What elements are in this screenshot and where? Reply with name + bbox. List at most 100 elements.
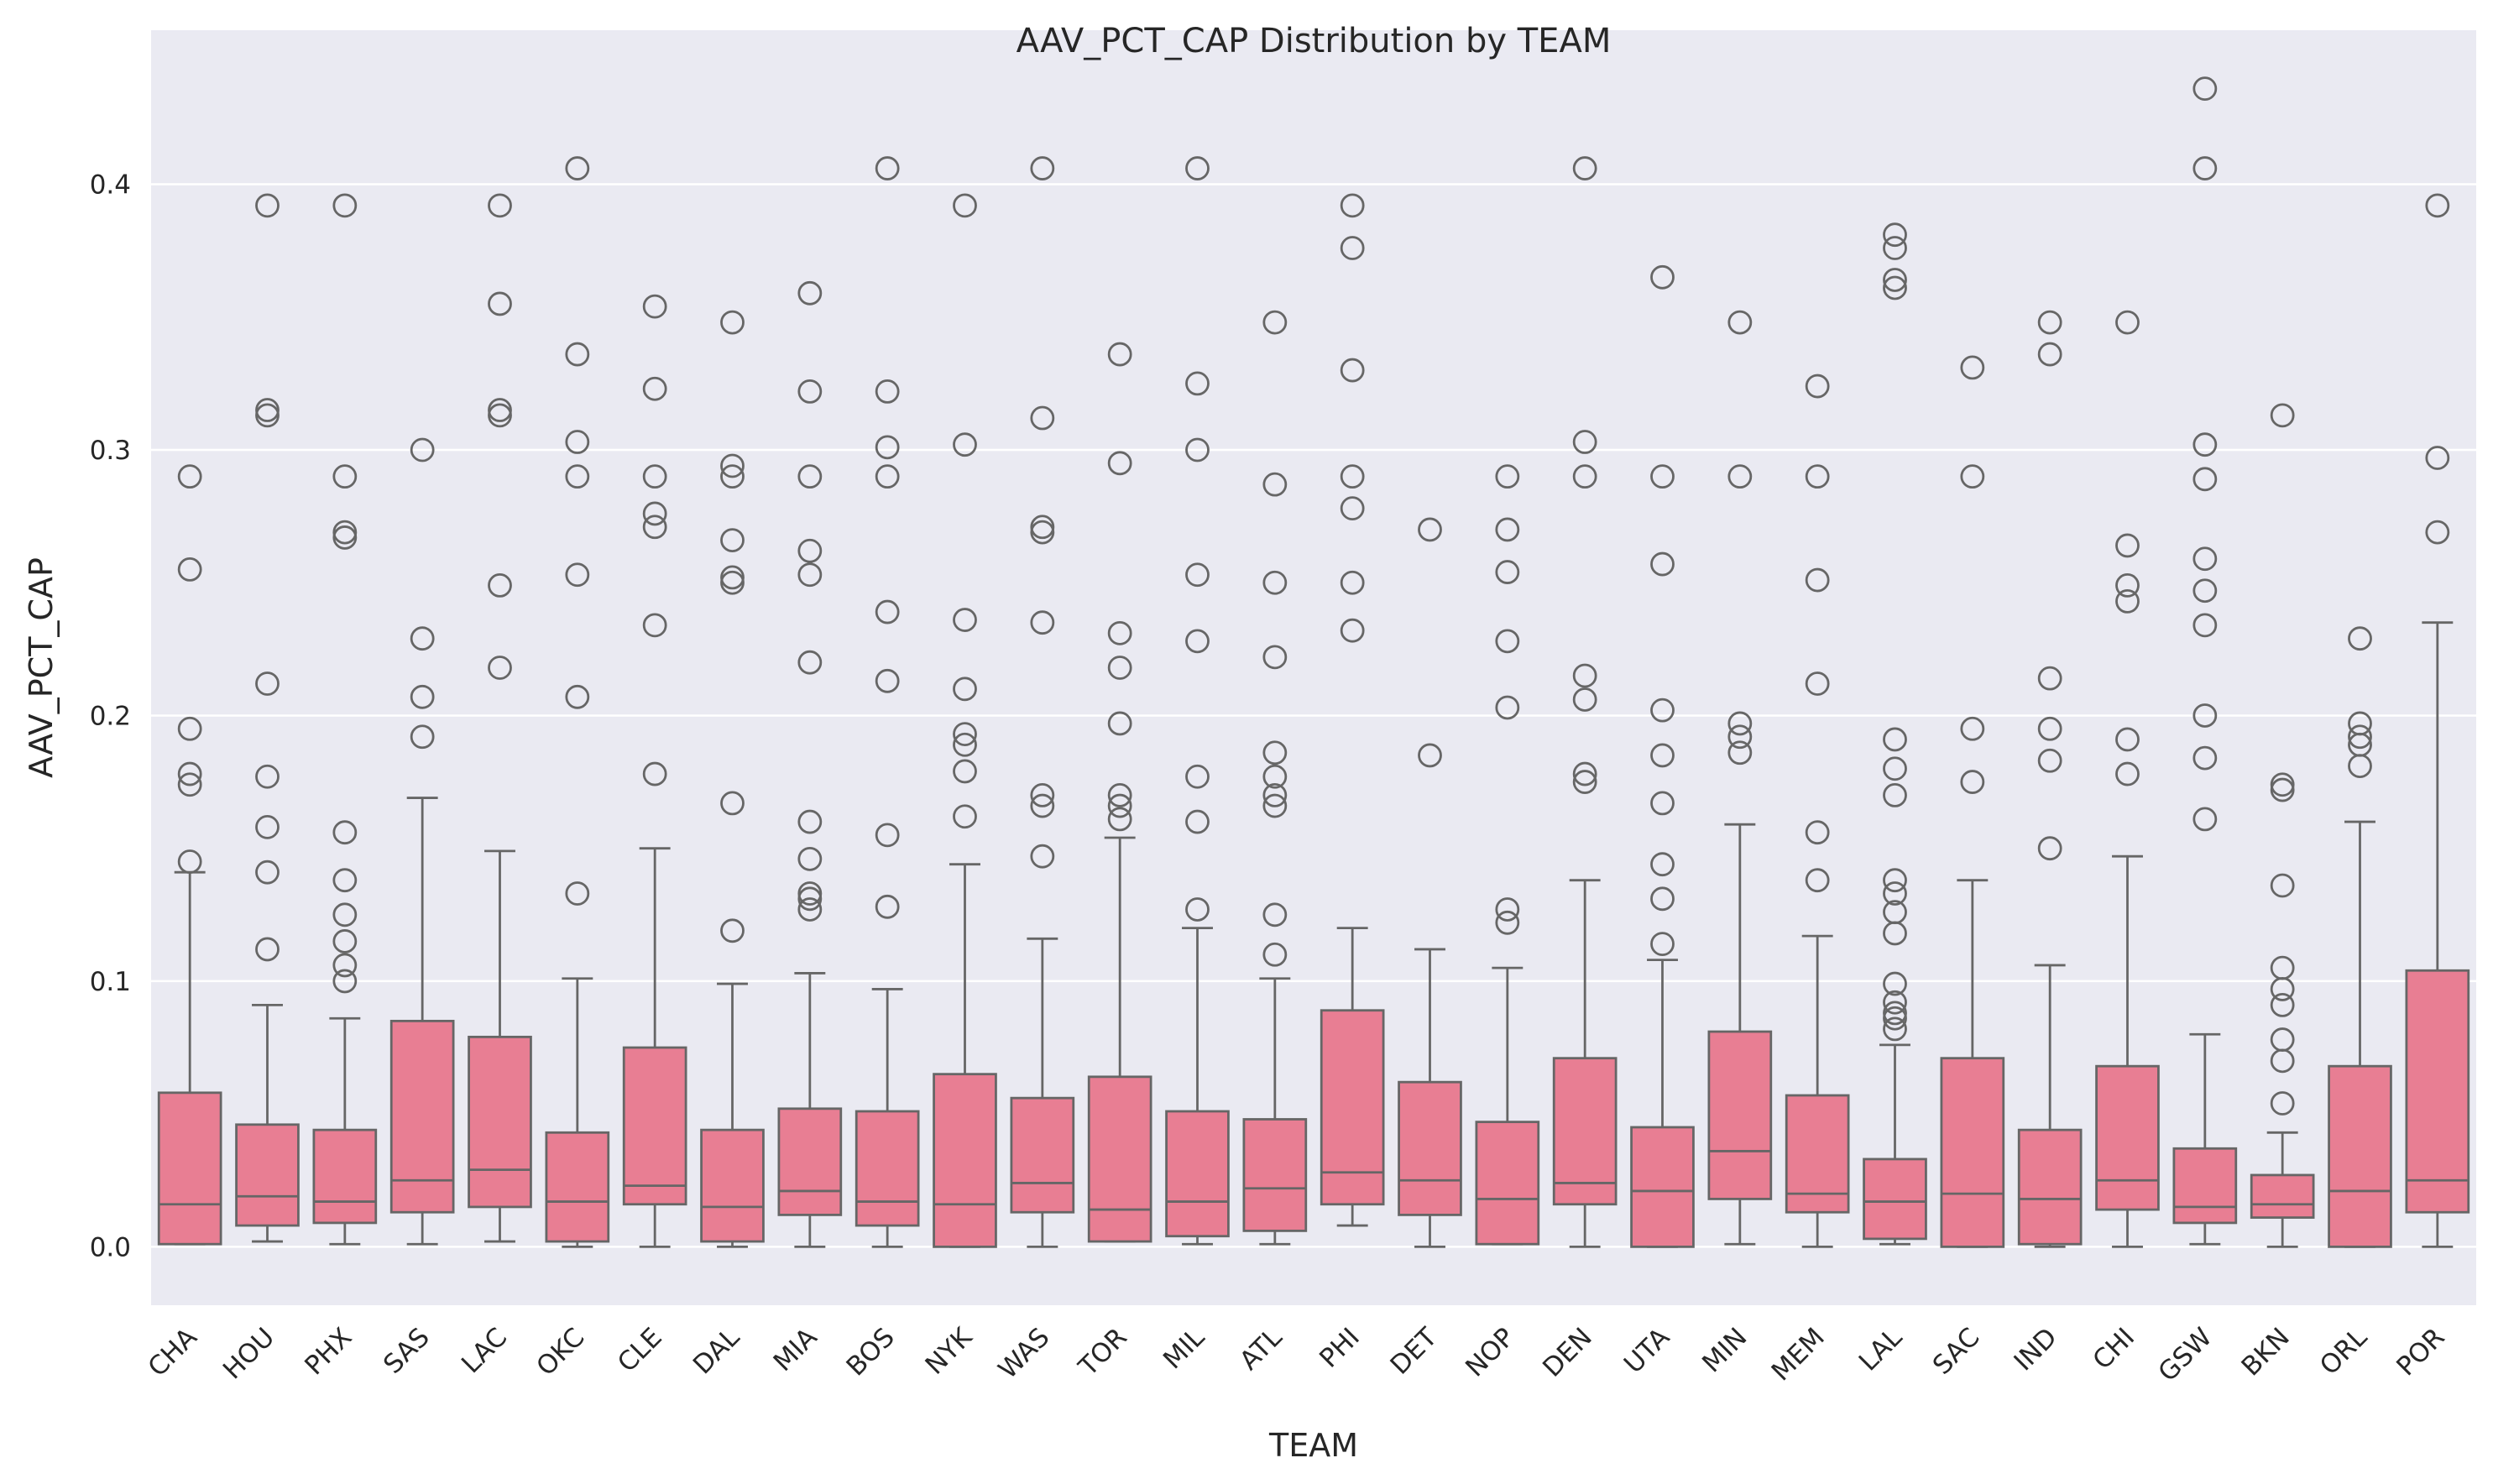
outlier-point xyxy=(1650,791,1675,816)
outlier-point xyxy=(488,656,512,680)
box-iqr xyxy=(933,1073,997,1248)
grid-lines xyxy=(151,183,2476,1248)
box-bos xyxy=(855,156,920,1248)
box-tor xyxy=(1087,342,1152,1243)
outlier-point xyxy=(410,684,435,709)
outlier-point xyxy=(488,572,512,598)
outlier-point xyxy=(953,608,977,632)
outlier-point xyxy=(797,897,823,922)
box-min xyxy=(1707,310,1773,1246)
box-por xyxy=(2405,193,2470,1248)
outlier-point xyxy=(875,668,900,693)
outlier-point xyxy=(2115,310,2140,335)
outlier-point xyxy=(1650,464,1675,489)
outlier-point xyxy=(642,294,667,319)
outlier-point xyxy=(1107,451,1132,476)
box-series xyxy=(157,76,2470,1248)
outlier-point xyxy=(2192,432,2218,457)
outlier-point xyxy=(565,562,590,588)
outlier-point xyxy=(332,820,358,845)
outlier-point xyxy=(1805,567,1830,593)
outlier-point xyxy=(953,804,977,829)
outlier-point xyxy=(565,464,590,489)
outlier-point xyxy=(1495,560,1520,584)
outlier-point xyxy=(410,724,435,750)
outlier-point xyxy=(2270,955,2295,980)
box-iqr xyxy=(389,1019,455,1214)
outlier-point xyxy=(720,918,745,943)
outlier-point xyxy=(642,613,667,638)
outlier-point xyxy=(1107,793,1132,818)
outlier-point xyxy=(332,520,358,545)
outlier-point xyxy=(1883,222,1907,248)
outlier-point xyxy=(797,562,823,588)
outlier-point xyxy=(1960,716,1985,741)
box-iqr xyxy=(1242,1118,1308,1232)
outlier-point xyxy=(797,379,823,404)
outlier-point xyxy=(953,677,977,702)
outlier-point xyxy=(332,868,358,893)
box-atl xyxy=(1242,310,1308,1246)
outlier-point xyxy=(1805,868,1830,893)
box-iqr xyxy=(157,1091,222,1246)
outlier-point xyxy=(875,435,900,460)
outlier-point xyxy=(1572,156,1597,180)
outlier-point xyxy=(1262,570,1288,595)
outlier-point xyxy=(1185,764,1210,789)
outlier-point xyxy=(255,937,280,962)
outlier-point xyxy=(642,501,667,526)
outlier-point xyxy=(1340,193,1365,218)
outlier-point xyxy=(2270,772,2295,797)
box-iqr xyxy=(855,1110,920,1227)
box-iqr xyxy=(1475,1121,1540,1246)
outlier-point xyxy=(1572,770,1597,794)
box-den xyxy=(1552,156,1618,1248)
outlier-point xyxy=(488,398,512,422)
outlier-point xyxy=(1030,156,1055,180)
outlier-point xyxy=(1495,517,1520,542)
box-gsw xyxy=(2172,76,2238,1246)
outlier-point xyxy=(488,403,512,428)
outlier-point xyxy=(1107,807,1132,832)
outlier-point xyxy=(875,894,900,919)
box-iqr xyxy=(1398,1080,1462,1216)
outlier-point xyxy=(1185,809,1210,834)
box-nop xyxy=(1475,464,1540,1246)
outlier-point xyxy=(177,464,202,489)
box-iqr xyxy=(1940,1057,2005,1248)
outlier-point xyxy=(875,599,900,624)
box-iqr xyxy=(2017,1128,2083,1246)
outlier-point xyxy=(255,193,280,218)
outlier-point xyxy=(1727,724,1753,750)
box-sas xyxy=(389,437,455,1246)
outlier-point xyxy=(1883,275,1907,300)
outlier-point xyxy=(177,557,202,582)
plot-area xyxy=(151,30,2476,1305)
outlier-point xyxy=(332,525,358,550)
outlier-point xyxy=(1340,496,1365,521)
outlier-point xyxy=(1883,971,1907,996)
outlier-point xyxy=(953,732,977,757)
outlier-point xyxy=(177,761,202,786)
box-orl xyxy=(2328,626,2392,1248)
box-iqr xyxy=(468,1035,532,1209)
outlier-point xyxy=(255,398,280,422)
x-axis-label: TEAM xyxy=(1268,1427,1358,1464)
outlier-point xyxy=(1883,900,1907,925)
box-mia xyxy=(777,280,843,1248)
outlier-point xyxy=(1340,358,1365,383)
outlier-point xyxy=(953,432,977,457)
box-iqr xyxy=(2328,1064,2392,1248)
outlier-point xyxy=(2270,403,2295,428)
outlier-point xyxy=(255,860,280,885)
outlier-point xyxy=(953,722,977,747)
outlier-point xyxy=(1650,743,1675,768)
outlier-point xyxy=(1185,437,1210,462)
outlier-point xyxy=(1262,942,1288,967)
outlier-point xyxy=(1107,783,1132,807)
outlier-point xyxy=(1650,551,1675,577)
y-tick-label: 0.2 xyxy=(90,701,131,731)
outlier-point xyxy=(1107,656,1132,680)
outlier-point xyxy=(1340,618,1365,643)
